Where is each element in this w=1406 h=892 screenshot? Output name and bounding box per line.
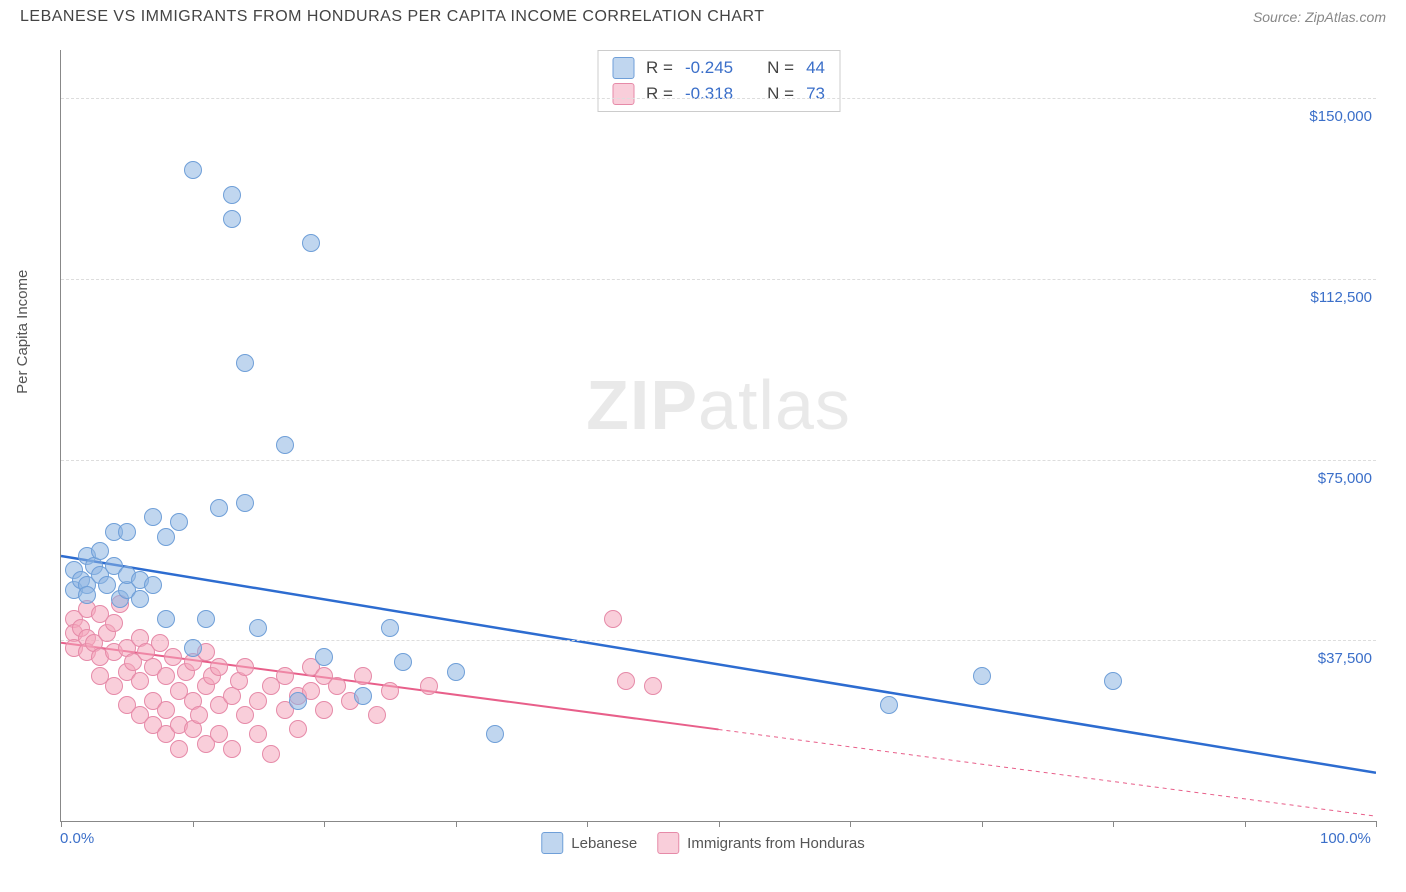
data-point: [91, 542, 109, 560]
data-point: [184, 161, 202, 179]
data-point: [98, 576, 116, 594]
x-axis-min: 0.0%: [60, 830, 94, 847]
data-point: [157, 701, 175, 719]
n-value-lebanese: 44: [806, 58, 825, 78]
r-value-honduras: -0.318: [685, 84, 733, 104]
data-point: [236, 354, 254, 372]
data-point: [236, 658, 254, 676]
chart-area: Per Capita Income ZIPatlas R = -0.245 N …: [20, 40, 1386, 872]
data-point: [289, 720, 307, 738]
data-point: [328, 677, 346, 695]
y-axis-label: Per Capita Income: [14, 270, 31, 394]
n-value-honduras: 73: [806, 84, 825, 104]
data-point: [315, 701, 333, 719]
data-point: [144, 576, 162, 594]
source-label: Source: ZipAtlas.com: [1253, 9, 1386, 25]
data-point: [164, 648, 182, 666]
data-point: [210, 499, 228, 517]
legend-item-lebanese: Lebanese: [541, 832, 637, 854]
data-point: [223, 740, 241, 758]
swatch-lebanese-bottom: [541, 832, 563, 854]
data-point: [249, 725, 267, 743]
x-axis-max: 100.0%: [1320, 830, 1371, 847]
data-point: [617, 672, 635, 690]
data-point: [184, 639, 202, 657]
data-point: [644, 677, 662, 695]
y-tick-label: $75,000: [1318, 470, 1372, 487]
data-point: [236, 494, 254, 512]
data-point: [210, 725, 228, 743]
data-point: [354, 687, 372, 705]
r-value-lebanese: -0.245: [685, 58, 733, 78]
data-point: [394, 653, 412, 671]
data-point: [223, 186, 241, 204]
data-point: [276, 667, 294, 685]
series-legend: Lebanese Immigrants from Honduras: [541, 832, 864, 854]
data-point: [236, 706, 254, 724]
plot-region: ZIPatlas R = -0.245 N = 44 R = -0.318 N …: [60, 50, 1376, 822]
data-point: [973, 667, 991, 685]
data-point: [262, 745, 280, 763]
data-point: [190, 706, 208, 724]
swatch-honduras: [612, 83, 634, 105]
data-point: [368, 706, 386, 724]
data-point: [604, 610, 622, 628]
data-point: [880, 696, 898, 714]
data-point: [249, 619, 267, 637]
correlation-legend: R = -0.245 N = 44 R = -0.318 N = 73: [597, 50, 840, 112]
y-tick-label: $112,500: [1311, 289, 1372, 306]
data-point: [157, 528, 175, 546]
data-point: [170, 740, 188, 758]
data-point: [315, 648, 333, 666]
watermark: ZIPatlas: [586, 365, 851, 445]
data-point: [1104, 672, 1122, 690]
swatch-honduras-bottom: [657, 832, 679, 854]
data-point: [105, 614, 123, 632]
data-point: [289, 692, 307, 710]
data-point: [276, 436, 294, 454]
data-point: [157, 610, 175, 628]
data-point: [151, 634, 169, 652]
data-point: [447, 663, 465, 681]
legend-row-lebanese: R = -0.245 N = 44: [612, 55, 825, 81]
swatch-lebanese: [612, 57, 634, 79]
data-point: [354, 667, 372, 685]
data-point: [105, 677, 123, 695]
data-point: [78, 586, 96, 604]
legend-item-honduras: Immigrants from Honduras: [657, 832, 865, 854]
data-point: [381, 619, 399, 637]
legend-row-honduras: R = -0.318 N = 73: [612, 81, 825, 107]
data-point: [144, 508, 162, 526]
data-point: [131, 590, 149, 608]
data-point: [210, 658, 228, 676]
data-point: [420, 677, 438, 695]
chart-title: LEBANESE VS IMMIGRANTS FROM HONDURAS PER…: [20, 8, 765, 26]
data-point: [170, 513, 188, 531]
data-point: [381, 682, 399, 700]
y-tick-label: $37,500: [1318, 650, 1372, 667]
data-point: [486, 725, 504, 743]
y-tick-label: $150,000: [1309, 108, 1372, 125]
data-point: [249, 692, 267, 710]
data-point: [197, 610, 215, 628]
data-point: [223, 210, 241, 228]
data-point: [157, 667, 175, 685]
data-point: [118, 523, 136, 541]
data-point: [131, 672, 149, 690]
data-point: [302, 234, 320, 252]
